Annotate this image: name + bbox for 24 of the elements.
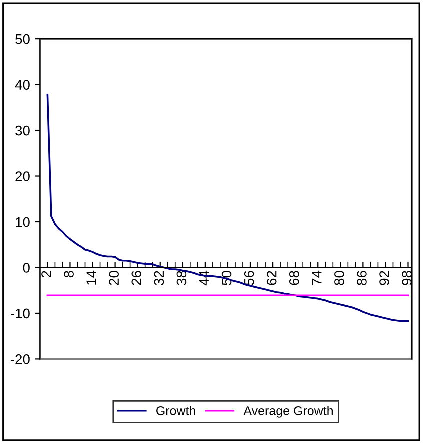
x-tick-label: 98 [402,271,412,286]
legend-label: Growth [156,406,196,416]
x-tick-label: 74 [312,270,322,286]
x-tick-label: 8 [64,271,74,278]
y-tick-label: 10 [16,217,30,228]
x-tick-label: 80 [334,271,344,286]
x-tick-label: 38 [176,271,187,286]
y-tick-label: -20 [11,354,30,364]
x-tick-label: 92 [380,271,390,286]
x-tick-label: 14 [86,270,96,285]
y-tick-label: 0 [23,263,30,273]
y-tick-label: 20 [16,172,30,182]
y-tick-label: -10 [11,308,30,319]
x-tick-label: 32 [154,271,164,286]
x-tick-label: 68 [289,271,300,286]
x-tick-label: 62 [266,271,277,286]
x-tick-label: 2 [42,271,52,278]
legend-label: Average Growth [244,406,333,418]
y-tick-label: 50 [16,34,30,44]
x-tick-label: 86 [357,271,367,286]
y-tick-label: 40 [15,80,30,90]
x-tick-label: 20 [109,271,120,286]
x-tick-label: 26 [132,271,142,286]
y-tick-label: 30 [16,126,30,136]
